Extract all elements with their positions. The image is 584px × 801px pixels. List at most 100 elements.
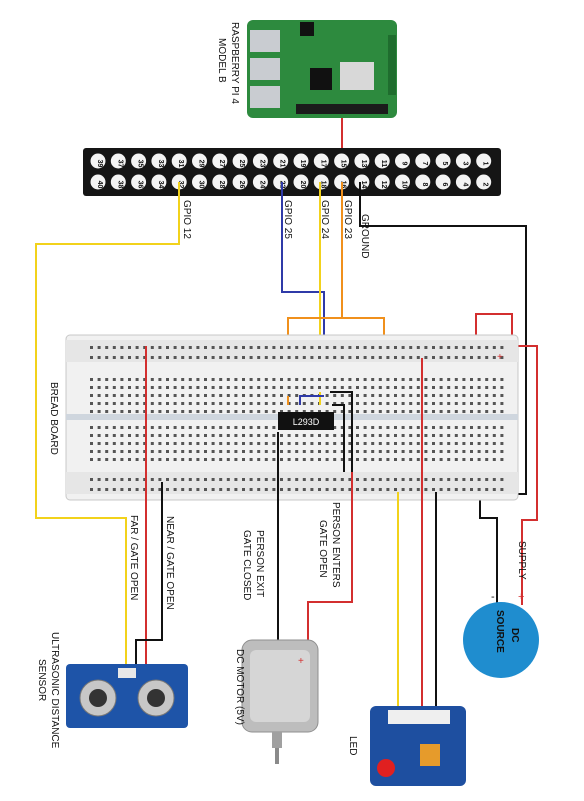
breadboard-hole [447, 478, 451, 481]
breadboard-hole [90, 402, 93, 405]
breadboard-hole [416, 426, 420, 429]
breadboard-hole [477, 450, 481, 453]
breadboard-hole [112, 378, 116, 381]
breadboard-hole [97, 488, 101, 491]
breadboard-hole [447, 356, 451, 359]
breadboard-hole [196, 488, 200, 491]
breadboard-hole [416, 378, 420, 381]
breadboard-hole [226, 346, 230, 349]
breadboard-hole [234, 386, 238, 389]
breadboard-hole [432, 394, 435, 397]
breadboard-hole [401, 442, 405, 445]
breadboard-hole [188, 386, 192, 389]
breadboard-hole [439, 478, 443, 481]
gpio25-label: GPIO 25 [282, 200, 293, 239]
breadboard-hole [447, 434, 451, 437]
breadboard-hole [112, 410, 116, 413]
gpio-pin-label: 25 [238, 160, 245, 168]
gpio-pin-33: 33 [151, 153, 167, 169]
breadboard-hole [477, 386, 481, 389]
breadboard-hole [295, 378, 299, 381]
breadboard-hole [120, 426, 124, 429]
breadboard-hole [492, 434, 496, 437]
breadboard-hole [249, 434, 253, 437]
breadboard-hole [439, 410, 443, 413]
breadboard-hole [500, 394, 504, 397]
breadboard-hole [394, 478, 397, 481]
gpio-pin-label: 40 [96, 181, 103, 189]
breadboard-hole [325, 394, 329, 397]
breadboard-hole [188, 402, 192, 405]
breadboard-hole [485, 434, 489, 437]
breadboard-hole [356, 346, 359, 349]
breadboard-hole [340, 346, 344, 349]
breadboard-hole [356, 478, 359, 481]
breadboard-hole [333, 426, 337, 429]
breadboard-hole [378, 488, 382, 491]
breadboard-hole [333, 402, 337, 405]
gpio-pin-label: 36 [137, 181, 144, 189]
led-label: LED [347, 736, 358, 755]
gpio-pin-label: 23 [258, 160, 265, 168]
breadboard-hole [333, 434, 337, 437]
breadboard-hole [492, 394, 496, 397]
breadboard-hole [135, 386, 139, 389]
breadboard-hole [211, 442, 215, 445]
breadboard-hole [325, 346, 329, 349]
breadboard-hole [394, 356, 397, 359]
breadboard-hole [340, 378, 344, 381]
breadboard-hole [264, 346, 268, 349]
breadboard-hole [340, 394, 344, 397]
breadboard-hole [325, 478, 329, 481]
breadboard-hole [128, 394, 131, 397]
breadboard-hole [105, 378, 109, 381]
breadboard-hole [264, 426, 268, 429]
breadboard-hole [295, 434, 299, 437]
breadboard-hole [173, 386, 177, 389]
breadboard-hole [318, 450, 321, 453]
breadboard-hole [257, 386, 261, 389]
breadboard-hole [143, 450, 147, 453]
breadboard-hole [196, 426, 200, 429]
gpio-pin-11: 11 [374, 153, 390, 169]
breadboard-hole [234, 478, 238, 481]
gpio-pin-38: 38 [110, 174, 126, 190]
breadboard-hole [318, 356, 321, 359]
breadboard-hole [105, 346, 109, 349]
breadboard-hole [97, 434, 101, 437]
gpio-pin-label: 35 [137, 160, 144, 168]
breadboard-hole [234, 450, 238, 453]
breadboard-hole [371, 488, 375, 491]
breadboard-hole [90, 426, 93, 429]
breadboard-hole [363, 450, 367, 453]
breadboard-hole [112, 488, 116, 491]
breadboard-hole [416, 450, 420, 453]
breadboard-hole [409, 434, 413, 437]
breadboard-hole [90, 378, 93, 381]
breadboard-hole [378, 434, 382, 437]
breadboard-hole [257, 394, 261, 397]
breadboard-hole [211, 410, 215, 413]
breadboard-hole [158, 346, 162, 349]
breadboard-hole [470, 378, 473, 381]
breadboard-hole [249, 410, 253, 413]
gpio-pin-18: 18 [313, 174, 329, 190]
breadboard-hole [340, 386, 344, 389]
gpio-pin-label: 7 [421, 162, 428, 166]
breadboard-hole [310, 378, 314, 381]
breadboard-hole [90, 458, 93, 461]
breadboard-hole [105, 442, 109, 445]
breadboard-hole [120, 356, 124, 359]
breadboard-hole [257, 356, 261, 359]
breadboard-hole [295, 386, 299, 389]
breadboard-hole [454, 386, 458, 389]
breadboard-hole [188, 394, 192, 397]
breadboard-hole [295, 356, 299, 359]
breadboard-hole [500, 346, 504, 349]
breadboard-hole [188, 378, 192, 381]
breadboard-hole [356, 426, 359, 429]
breadboard-hole [128, 450, 131, 453]
breadboard-hole [287, 356, 291, 359]
gpio-pin-25: 25 [232, 153, 248, 169]
breadboard-hole [226, 450, 230, 453]
